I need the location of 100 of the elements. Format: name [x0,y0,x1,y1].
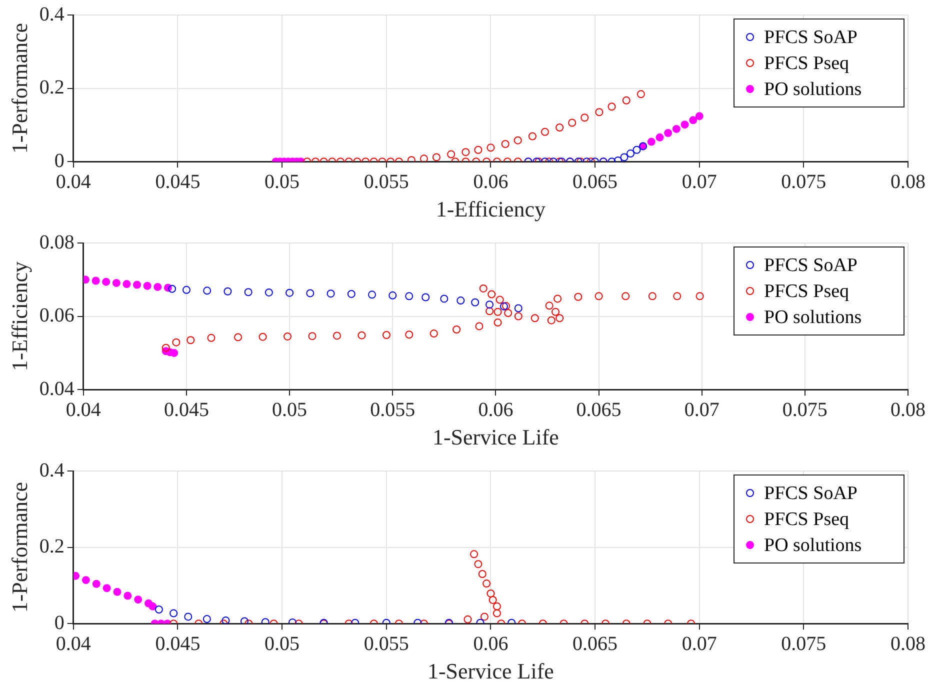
legend-label: PO solutions [764,534,862,556]
point [556,314,564,322]
x-tick-label: 0.08 [890,170,926,193]
point [504,309,512,317]
point [648,292,656,300]
point [358,331,366,340]
point [258,332,267,341]
point [203,286,212,295]
point [170,348,178,357]
point [286,288,294,297]
point [486,300,494,309]
point [186,336,195,344]
point [172,338,180,346]
x-tick-label: 0.07 [682,170,717,193]
point [112,278,120,287]
y-axis-title: 1-Performance [6,22,32,154]
point [488,290,496,298]
point [308,332,316,340]
x-tick-label: 0.075 [781,632,826,655]
point [207,334,216,342]
point [388,291,397,300]
point [574,292,582,301]
x-tick-label: 0.06 [473,632,508,655]
x-tick-label: 0.065 [572,170,618,193]
point [530,314,539,322]
legend-label: PO solutions [764,78,862,100]
point [162,344,170,352]
point [440,294,448,303]
point [551,308,560,316]
point [486,307,494,316]
x-tick-label: 0.055 [370,398,416,421]
x-tick-label: 0.075 [782,398,828,421]
point [234,333,242,342]
point [154,282,162,291]
legend-label: PFCS Pseq [764,508,850,530]
x-tick-label: 0.065 [572,632,618,655]
point [133,280,141,289]
point [696,292,704,300]
point [182,286,190,294]
legend-label: PFCS SoAP [764,254,858,276]
point [326,290,335,298]
point [244,288,252,296]
y-tick-label: 0 [54,150,64,172]
x-tick-label: 0.045 [155,170,200,193]
x-axis-title: 1-Service Life [432,424,559,450]
point [494,308,502,316]
x-tick-label: 0.05 [264,632,300,655]
point [347,290,356,298]
point [430,330,438,338]
y-tick-label: 0.4 [39,3,64,26]
x-tick-label: 0.08 [890,632,926,655]
point [405,330,414,339]
point [168,284,176,293]
x-tick-label: 0.07 [682,632,717,655]
point [306,289,314,298]
point [545,302,554,310]
y-tick-label: 0.2 [39,536,64,558]
legend-label: PFCS SoAP [764,26,858,48]
y-axis-title: 1-Performance [6,482,32,613]
point [102,278,110,286]
x-tick-label: 0.05 [272,398,308,421]
x-tick-label: 0.05 [264,170,300,193]
y-tick-label: 0.08 [39,231,74,254]
x-tick-label: 0.06 [473,170,508,193]
point [475,322,484,330]
y-tick-label: 0.4 [39,459,64,482]
legend-label: PFCS SoAP [764,482,858,504]
legend-label: PO solutions [764,306,862,328]
point [92,276,100,285]
point [673,292,682,300]
point [514,304,522,312]
point [456,296,465,305]
x-tick-label: 0.065 [576,398,622,421]
x-tick-label: 0.055 [364,632,409,655]
point [368,290,376,299]
point [143,282,152,290]
point [496,296,504,304]
point [332,332,341,340]
point [405,292,414,300]
point [622,292,630,300]
y-tick-label: 0.2 [39,76,64,99]
y-axis-title: 1-Efficiency [6,262,32,372]
x-tick-label: 0.06 [478,398,514,421]
point [514,312,522,320]
x-axis-title: 1-Efficiency [436,196,546,222]
point [224,287,232,296]
point [471,298,480,306]
point [452,325,461,334]
x-tick-label: 0.07 [684,398,720,421]
x-tick-label: 0.075 [781,170,826,193]
point [500,302,508,310]
x-axis-title: 1-Service Life [427,658,554,684]
x-tick-label: 0.045 [164,398,209,421]
legend-label: PFCS Pseq [764,52,850,74]
point [283,332,292,340]
y-tick-label: 0.04 [39,378,74,400]
point [422,293,430,302]
x-tick-label: 0.08 [890,398,926,421]
point [554,294,562,303]
point [547,316,556,324]
